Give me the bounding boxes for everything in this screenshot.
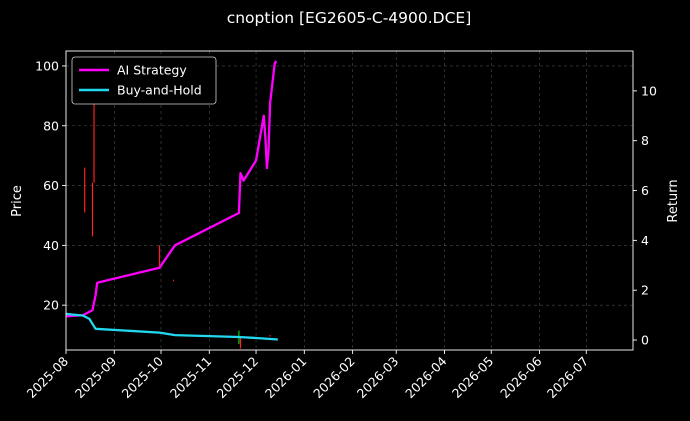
series-lines (65, 60, 278, 341)
x-tick-label: 2025-12 (214, 354, 262, 402)
left-tick-label: 20 (43, 298, 59, 313)
legend-label-ai-strategy: AI Strategy (117, 63, 187, 78)
x-tick-label: 2025-11 (167, 354, 215, 402)
candles (84, 98, 271, 349)
chart-title: cnoption [EG2605-C-4900.DCE] (227, 9, 472, 27)
x-tick-label: 2026-07 (544, 354, 592, 402)
right-tick-label: 6 (641, 183, 649, 198)
left-tick-label: 80 (43, 118, 59, 133)
left-tick-label: 40 (43, 238, 59, 253)
right-tick-label: 4 (641, 233, 649, 248)
legend: AI Strategy Buy-and-Hold (71, 56, 217, 105)
left-axis-label: Price (10, 185, 25, 217)
legend-box (71, 56, 217, 105)
x-tick-label: 2026-06 (497, 353, 545, 401)
left-tick-label: 60 (43, 178, 59, 193)
right-axis: 0 2 4 6 8 10 (633, 83, 657, 348)
series-line-0 (65, 60, 278, 318)
x-tick-label: 2025-08 (24, 353, 72, 401)
x-tick-label: 2026-04 (402, 353, 450, 401)
plot-frame (65, 50, 634, 351)
right-tick-label: 10 (641, 83, 657, 98)
x-tick-label: 2026-02 (310, 354, 358, 402)
right-tick-label: 8 (641, 133, 649, 148)
right-tick-label: 2 (641, 283, 649, 298)
legend-label-buy-and-hold: Buy-and-Hold (117, 83, 202, 98)
x-tick-label: 2026-01 (262, 354, 310, 402)
x-tick-label: 2026-05 (449, 354, 497, 402)
x-axis: 2025-08 2025-09 2025-10 2025-11 2025-12 2026-… (24, 350, 592, 402)
right-axis-label: Return (666, 179, 681, 222)
series-line-1 (65, 312, 278, 341)
x-tick-label: 2026-03 (354, 354, 402, 402)
x-tick-label: 2025-09 (72, 353, 120, 401)
right-tick-label: 0 (641, 333, 649, 348)
left-tick-label: 100 (35, 58, 59, 73)
x-tick-label: 2025-10 (119, 353, 167, 401)
left-axis: 20 40 60 80 100 (35, 58, 66, 313)
